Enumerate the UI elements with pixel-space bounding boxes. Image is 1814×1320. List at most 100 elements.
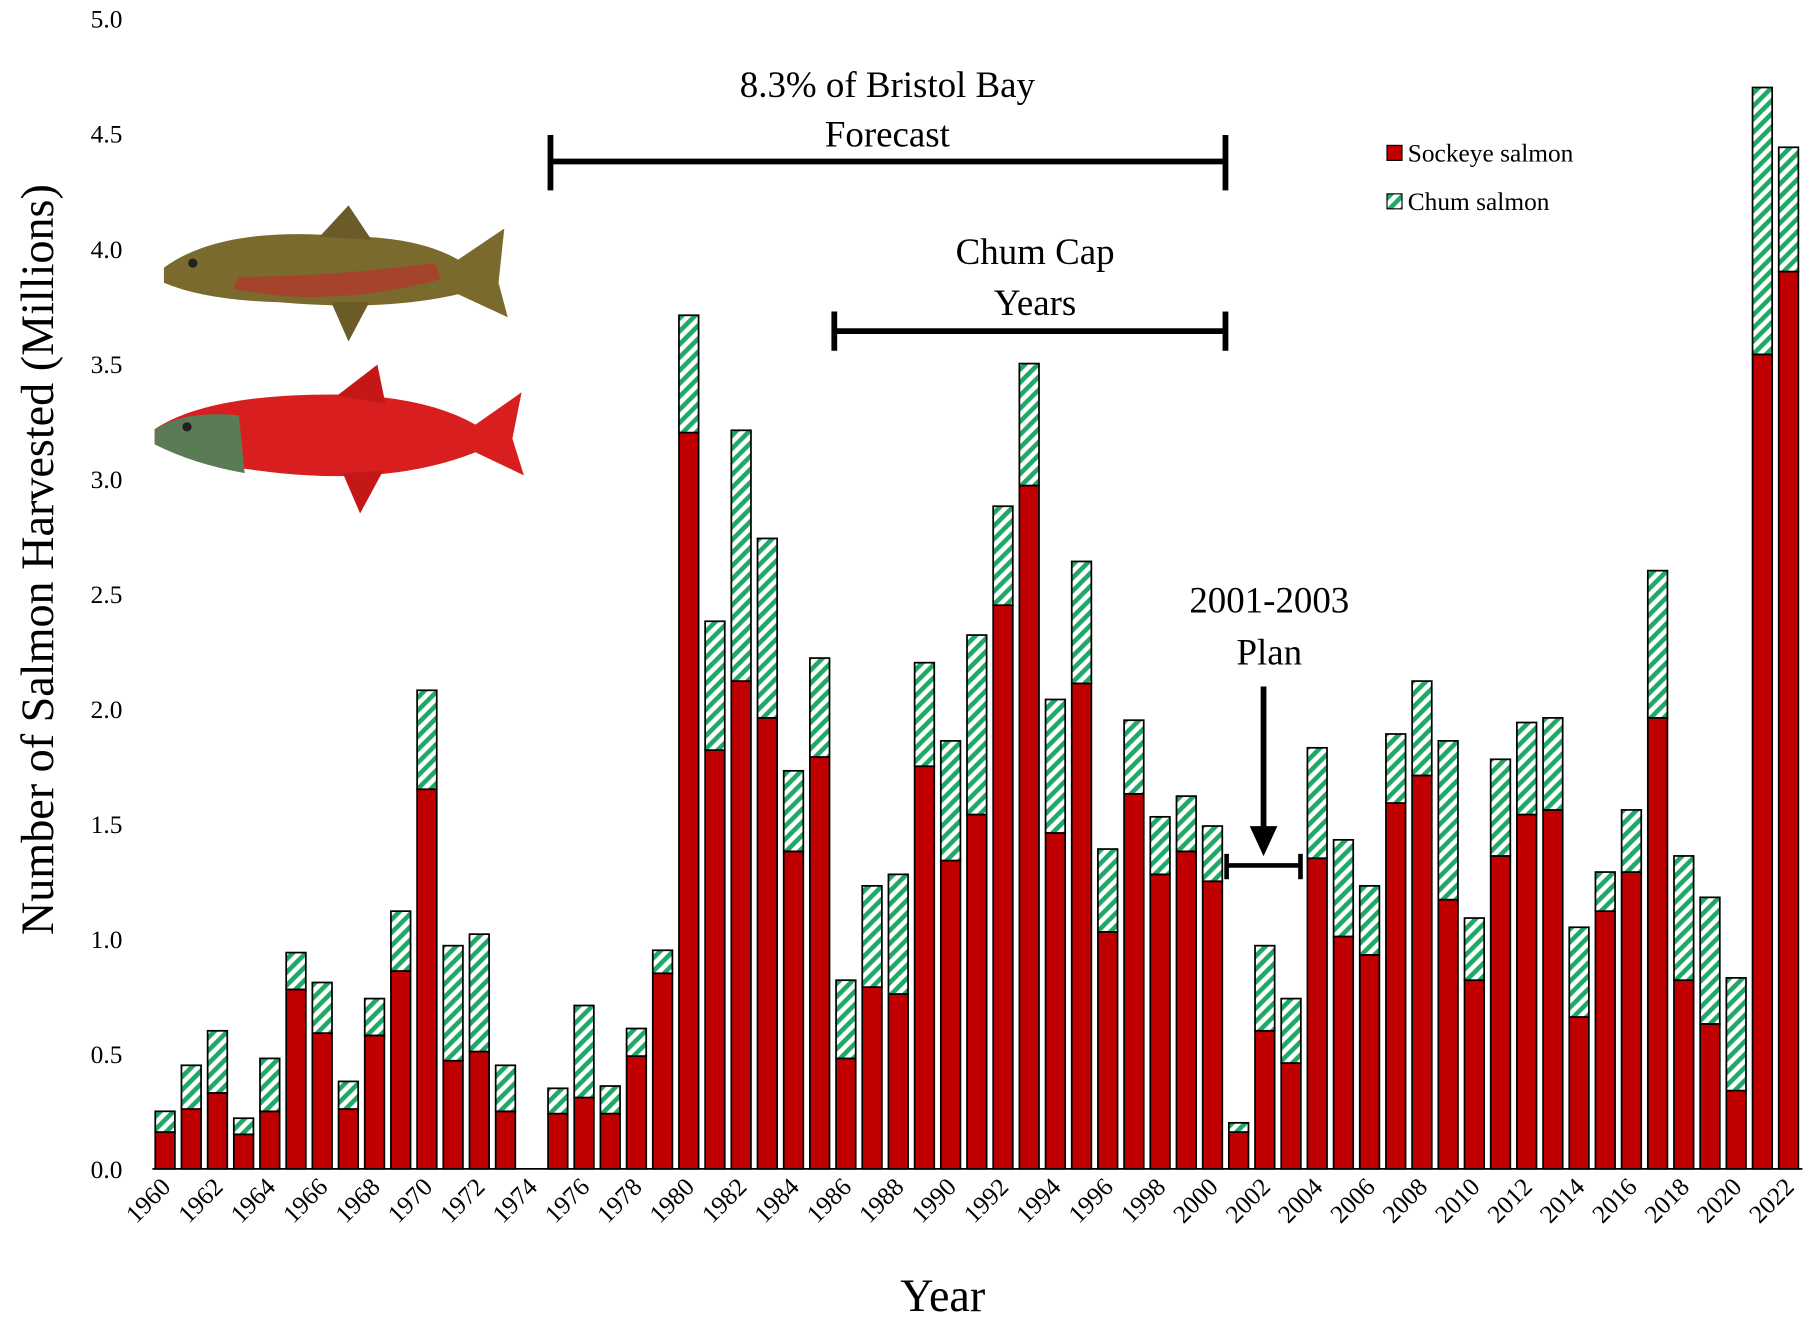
- bar-segment: [1386, 803, 1406, 1169]
- x-tick-label: 2012: [1482, 1173, 1538, 1229]
- annotation-line: Years: [994, 282, 1076, 323]
- bar-segment: [1753, 87, 1773, 354]
- bar-segment: [967, 635, 987, 814]
- bar-segment: [339, 1081, 359, 1109]
- bar-segment: [993, 605, 1013, 1169]
- bar-segment: [679, 315, 699, 432]
- bar-segment: [836, 980, 856, 1058]
- x-tick-label: 2004: [1273, 1173, 1329, 1229]
- y-tick-label: 0.0: [91, 1156, 123, 1184]
- bar-segment: [496, 1111, 516, 1169]
- x-tick-label: 2008: [1377, 1173, 1433, 1229]
- bar-segment: [208, 1031, 228, 1093]
- bar-segment: [888, 874, 908, 994]
- x-tick-label: 1970: [382, 1173, 438, 1229]
- bar-segment: [1726, 1091, 1746, 1169]
- y-tick-label: 1.5: [91, 811, 123, 839]
- bar-segment: [1569, 927, 1589, 1017]
- bar-segment: [312, 982, 332, 1033]
- bar-segment: [1517, 815, 1537, 1169]
- bar-segment: [286, 953, 306, 990]
- bar-segment: [967, 815, 987, 1169]
- bar-segment: [941, 741, 961, 861]
- bar-segment: [234, 1118, 254, 1134]
- legend-label: Chum salmon: [1408, 188, 1550, 216]
- x-tick-label: 2016: [1587, 1173, 1643, 1229]
- bar-segment: [1150, 817, 1170, 875]
- bar-segment: [1334, 840, 1354, 937]
- annotation-line: Forecast: [825, 114, 951, 155]
- x-tick-label: 2006: [1325, 1173, 1381, 1229]
- bar-segment: [1203, 826, 1223, 881]
- bar-segment: [1307, 858, 1327, 1169]
- bar-segment: [1648, 571, 1668, 718]
- y-tick-label: 0.5: [91, 1041, 123, 1069]
- bar-segment: [1648, 718, 1668, 1169]
- bar-segment: [1019, 486, 1039, 1169]
- bar-segment: [1124, 720, 1144, 794]
- bar-segment: [1229, 1123, 1249, 1132]
- bar-segment: [810, 757, 830, 1169]
- x-axis-title: Year: [900, 1270, 985, 1320]
- x-tick-label: 1980: [644, 1173, 700, 1229]
- x-tick-label: 1986: [801, 1173, 857, 1229]
- bar-segment: [1072, 561, 1092, 683]
- x-tick-label: 2018: [1639, 1173, 1695, 1229]
- bar-segment: [1098, 849, 1118, 932]
- bar-segment: [1779, 147, 1799, 271]
- bar-segment: [1150, 874, 1170, 1168]
- bar-segment: [260, 1058, 280, 1111]
- bar-segment: [469, 934, 489, 1051]
- bar-segment: [1176, 851, 1196, 1169]
- bar-segment: [784, 851, 804, 1169]
- x-tick-label: 1966: [278, 1173, 334, 1229]
- bar-segment: [155, 1111, 175, 1132]
- legend-swatch: [1387, 145, 1402, 160]
- bar-segment: [260, 1111, 280, 1169]
- annotations: 8.3% of Bristol Bay Forecast Chum Cap Ye…: [740, 64, 1350, 673]
- bar-segment: [1491, 759, 1511, 856]
- bar-segment: [1229, 1132, 1249, 1169]
- bar-segment: [705, 621, 725, 750]
- y-tick-label: 4.0: [91, 236, 123, 264]
- bar-segment: [1779, 272, 1799, 1169]
- bar-segment: [888, 994, 908, 1169]
- y-axis-title: Number of Salmon Harvested (Millions): [12, 184, 63, 935]
- legend-swatch: [1387, 194, 1402, 209]
- x-tick-label: 1996: [1063, 1173, 1119, 1229]
- bar-segment: [1281, 1063, 1301, 1169]
- x-tick-label: 1978: [592, 1173, 648, 1229]
- x-tick-label: 2022: [1744, 1173, 1800, 1229]
- bar-segment: [548, 1088, 568, 1113]
- x-tick-label: 1964: [225, 1173, 281, 1229]
- bar-segment: [1622, 872, 1642, 1169]
- bar-segment: [653, 973, 673, 1169]
- bar-segment: [1334, 936, 1354, 1168]
- bar-segment: [339, 1109, 359, 1169]
- bar-segment: [1124, 794, 1144, 1169]
- bar-segment: [941, 861, 961, 1169]
- bar-segment: [1098, 932, 1118, 1169]
- bar-segment: [1753, 354, 1773, 1168]
- bar-segment: [1412, 775, 1432, 1168]
- bar-segment: [1203, 881, 1223, 1169]
- x-tick-label: 1984: [749, 1173, 805, 1229]
- x-tick-label: 1994: [1011, 1173, 1067, 1229]
- bar-segment: [915, 766, 935, 1169]
- bar-segment: [993, 506, 1013, 605]
- x-tick-label: 1998: [1116, 1173, 1172, 1229]
- bar-segment: [758, 538, 778, 717]
- bar-segment: [1360, 886, 1380, 955]
- bar-segment: [496, 1065, 516, 1111]
- bar-segment: [234, 1134, 254, 1169]
- bar-segment: [417, 789, 437, 1169]
- legend-label: Sockeye salmon: [1408, 140, 1574, 168]
- y-tick-label: 4.5: [91, 121, 123, 149]
- y-tick-label: 5.0: [91, 6, 123, 34]
- y-tick-label: 1.0: [91, 926, 123, 954]
- bar-segment: [365, 1035, 385, 1168]
- bar-segment: [731, 430, 751, 681]
- x-tick-label: 2000: [1168, 1173, 1224, 1229]
- x-tick-label: 1990: [906, 1173, 962, 1229]
- bar-segment: [548, 1114, 568, 1169]
